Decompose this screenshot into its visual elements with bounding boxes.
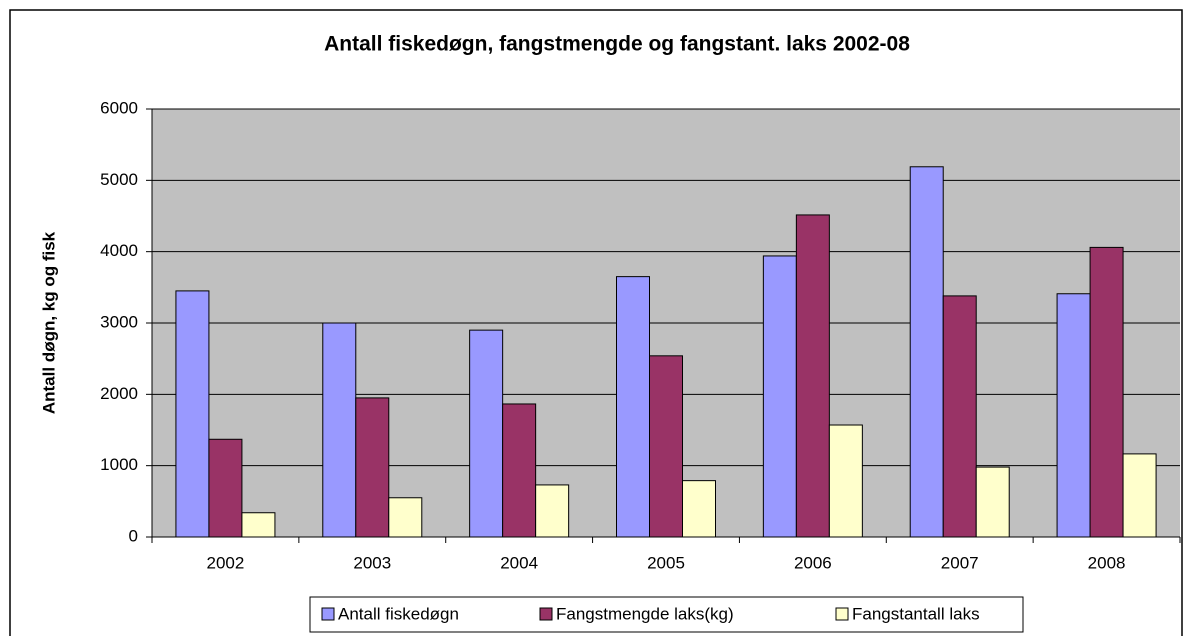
y-tick-label: 6000: [100, 98, 138, 117]
x-tick-label: 2006: [794, 553, 832, 572]
bar: [975, 466, 1010, 538]
x-tick-label: 2002: [207, 553, 245, 572]
x-tick-label: 2007: [941, 553, 979, 572]
bar: [469, 329, 504, 538]
y-axis-title: Antall døgn, kg og fisk: [39, 231, 58, 414]
bar: [241, 512, 276, 538]
bar: [175, 290, 210, 538]
legend-swatch: [539, 607, 553, 621]
legend-swatch: [321, 607, 335, 621]
y-tick-label: 1000: [100, 455, 138, 474]
bar: [909, 166, 944, 538]
legend-label: Fangstmengde laks(kg): [556, 604, 734, 623]
legend-label: Fangstantall laks: [852, 604, 980, 623]
y-tick-label: 2000: [100, 384, 138, 403]
x-tick-label: 2008: [1088, 553, 1126, 572]
bar: [208, 438, 243, 538]
bar: [355, 397, 390, 538]
x-tick-label: 2003: [353, 553, 391, 572]
bar: [388, 497, 423, 538]
bar: [322, 322, 357, 538]
bar: [502, 403, 537, 538]
y-tick-label: 0: [129, 526, 138, 545]
y-tick-label: 5000: [100, 170, 138, 189]
legend: [309, 596, 1024, 633]
bar: [1056, 293, 1091, 538]
x-tick-label: 2005: [647, 553, 685, 572]
bar: [616, 276, 650, 538]
bar: [828, 424, 863, 538]
legend-label: Antall fiskedøgn: [338, 604, 459, 623]
bar: [795, 214, 830, 538]
y-tick-label: 4000: [100, 241, 138, 260]
y-tick-label: 3000: [100, 312, 138, 331]
x-tick-label: 2004: [500, 553, 538, 572]
bar: [535, 484, 570, 538]
bar: [762, 255, 797, 538]
bar: [682, 480, 716, 538]
bar: [1089, 246, 1124, 538]
chart-title: Antall fiskedøgn, fangstmengde og fangst…: [324, 33, 910, 56]
legend-swatch: [835, 607, 849, 621]
bar: [942, 295, 977, 538]
bar: [649, 355, 683, 538]
bar: [1122, 453, 1157, 538]
